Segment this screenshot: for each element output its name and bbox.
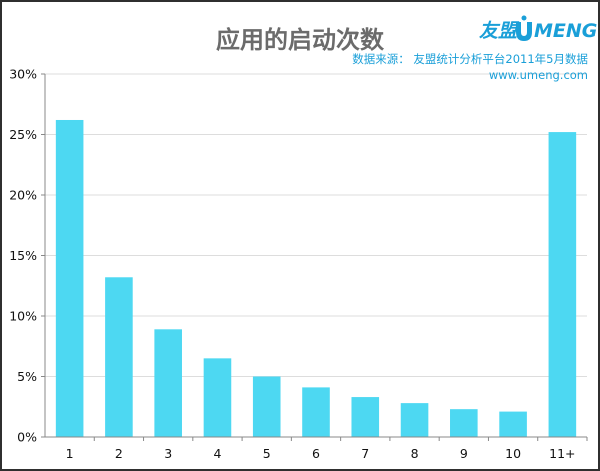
bar-9	[450, 409, 478, 437]
x-tick-label: 3	[164, 446, 172, 461]
source-line-1: 数据来源： 友盟统计分析平台2011年5月数据	[352, 52, 588, 66]
bar-6	[302, 387, 330, 437]
bars	[55, 119, 577, 437]
logo-en-text: MENG	[534, 20, 597, 42]
bar-11+	[548, 132, 577, 437]
bar-5	[252, 376, 281, 437]
bar-2	[105, 277, 133, 437]
y-tick-label: 15%	[9, 248, 37, 263]
y-axis-ticks: 0% 5% 10% 15% 20% 25% 30%	[9, 67, 45, 445]
x-tick-label: 10	[505, 446, 521, 461]
bar-4	[203, 358, 232, 437]
x-tick-label: 7	[361, 446, 369, 461]
x-tick-label: 6	[312, 446, 320, 461]
source-line-2: www.umeng.com	[489, 68, 588, 82]
y-tick-label: 20%	[9, 188, 37, 203]
y-tick-label: 5%	[17, 369, 37, 384]
grid-lines	[45, 73, 587, 377]
bar-1	[55, 119, 84, 437]
x-tick-label: 8	[411, 446, 419, 461]
y-tick-label: 0%	[17, 430, 37, 445]
bar-10	[499, 411, 527, 437]
x-axis-ticks: 1 2 3 4 5 6 7 8 9 10 11+	[66, 437, 588, 461]
x-tick-label: 2	[115, 446, 123, 461]
logo-u-icon	[516, 15, 532, 41]
chart-title: 应用的启动次数	[216, 26, 385, 54]
x-tick-label: 5	[263, 446, 271, 461]
y-tick-label: 25%	[9, 127, 37, 142]
logo-cn-text: 友盟	[479, 20, 520, 42]
bar-7	[351, 397, 380, 437]
x-tick-label: 11+	[549, 446, 575, 461]
umeng-logo: 友盟 MENG	[479, 15, 597, 42]
x-tick-label: 1	[66, 446, 74, 461]
y-tick-label: 30%	[9, 67, 37, 82]
bar-8	[400, 403, 429, 437]
y-tick-label: 10%	[9, 309, 37, 324]
x-tick-label: 9	[460, 446, 468, 461]
bar-3	[154, 329, 182, 437]
x-tick-label: 4	[213, 446, 221, 461]
